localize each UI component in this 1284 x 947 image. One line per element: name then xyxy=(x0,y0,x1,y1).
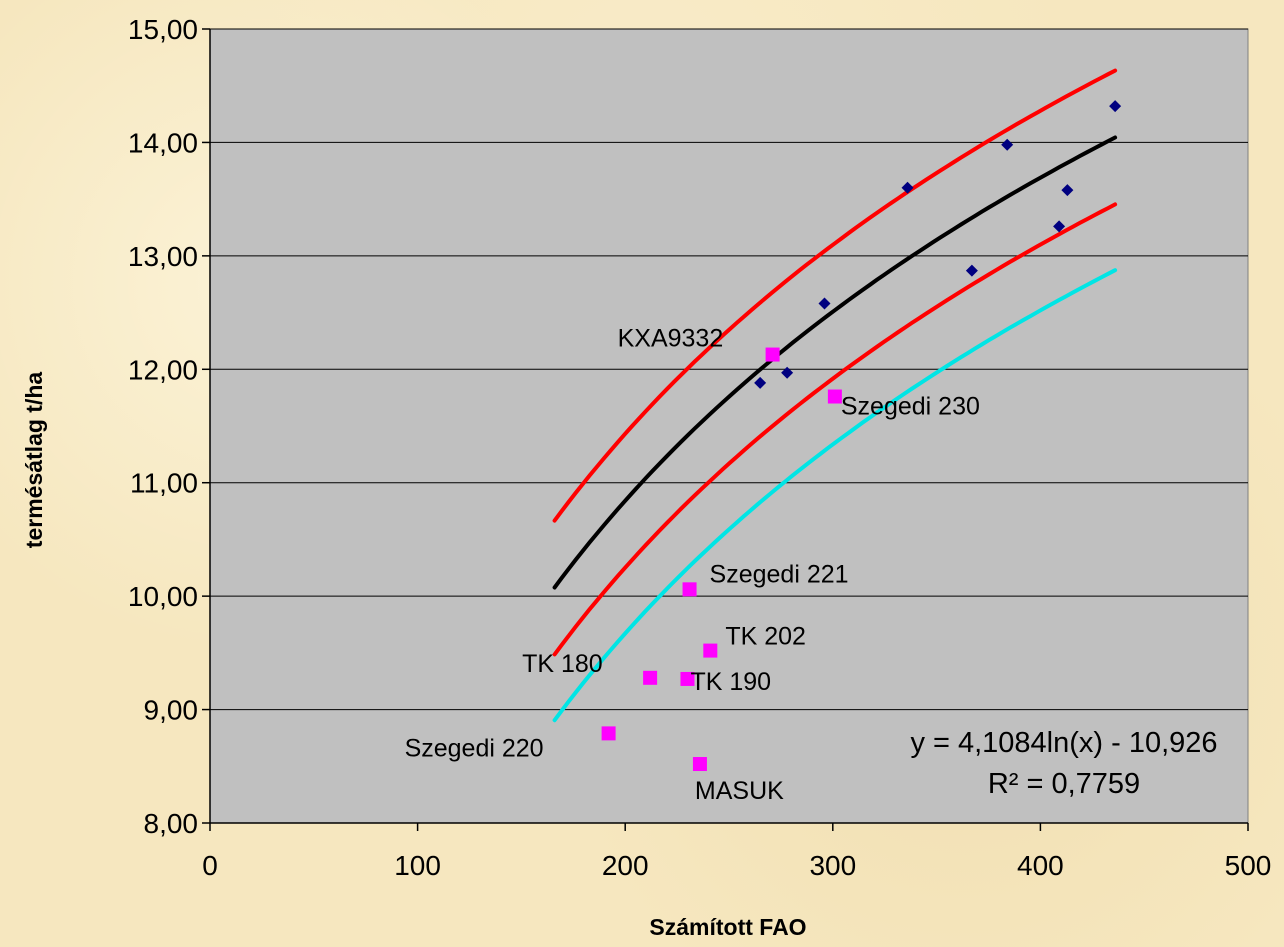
data-point-diamond xyxy=(1053,220,1066,233)
data-point-square xyxy=(601,726,616,741)
gridlines xyxy=(210,28,1248,711)
x-tick-label: 0 xyxy=(202,850,218,881)
data-point-square xyxy=(643,670,658,685)
data-point-diamond xyxy=(1001,138,1014,151)
data-point-square xyxy=(765,347,780,362)
data-point-diamond xyxy=(1109,100,1122,113)
y-tick-label: 9,00 xyxy=(144,695,199,726)
data-points xyxy=(601,100,1122,772)
curve-lower-band-2 xyxy=(552,268,1118,723)
x-tick-label: 400 xyxy=(1017,850,1064,881)
x-axis-title: Számított FAO xyxy=(649,914,806,940)
y-tick-label: 13,00 xyxy=(128,241,198,272)
x-tick-label: 300 xyxy=(809,850,856,881)
tick-labels: 8,00 9,00 10,00 11,00 12,00 13,00 14,00 15,00 0 1… xyxy=(128,14,1271,881)
y-tick-label: 10,00 xyxy=(128,581,198,612)
y-tick-label: 8,00 xyxy=(144,808,199,839)
data-point-diamond xyxy=(754,376,767,389)
data-point-square xyxy=(827,389,842,404)
data-point-diamond xyxy=(901,181,914,194)
y-axis-title: termésátlag t/ha xyxy=(21,372,47,549)
y-tick-label: 11,00 xyxy=(130,468,198,499)
plot-area xyxy=(209,28,1249,824)
x-tick-label: 200 xyxy=(602,850,649,881)
x-tick-label: 100 xyxy=(394,850,441,881)
curve-lower-band xyxy=(552,202,1118,657)
data-point-square xyxy=(692,757,707,772)
data-point-square xyxy=(680,671,695,686)
data-point-square xyxy=(703,643,718,658)
axes xyxy=(202,28,1249,831)
y-tick-label: 14,00 xyxy=(128,127,198,158)
y-tick-label: 12,00 xyxy=(128,354,198,385)
point-label: TK 180 xyxy=(522,650,603,678)
data-point-diamond xyxy=(1061,184,1074,197)
point-label: Szegedi 221 xyxy=(710,560,849,588)
x-tick-label: 500 xyxy=(1225,850,1272,881)
data-point-square xyxy=(682,582,697,597)
trend-curves xyxy=(552,68,1118,723)
curve-upper-band xyxy=(552,68,1118,523)
data-point-diamond xyxy=(965,264,978,277)
r-squared: R² = 0,7759 xyxy=(988,768,1140,800)
point-label: TK 202 xyxy=(725,623,806,651)
point-label: KXA9332 xyxy=(618,325,724,353)
point-label: Szegedi 230 xyxy=(841,393,980,421)
data-point-diamond xyxy=(818,297,831,310)
point-label: Szegedi 220 xyxy=(405,734,544,762)
data-point-diamond xyxy=(781,366,794,379)
point-label: TK 190 xyxy=(690,668,771,696)
point-label: MASUK xyxy=(695,777,784,805)
y-tick-label: 15,00 xyxy=(128,14,198,45)
point-labels: KXA9332 Szegedi 230 Szegedi 221 TK 202 TK 18… xyxy=(405,325,980,805)
trendline-equation: y = 4,1084ln(x) - 10,926 xyxy=(910,727,1217,759)
curve-trendline xyxy=(552,135,1118,590)
